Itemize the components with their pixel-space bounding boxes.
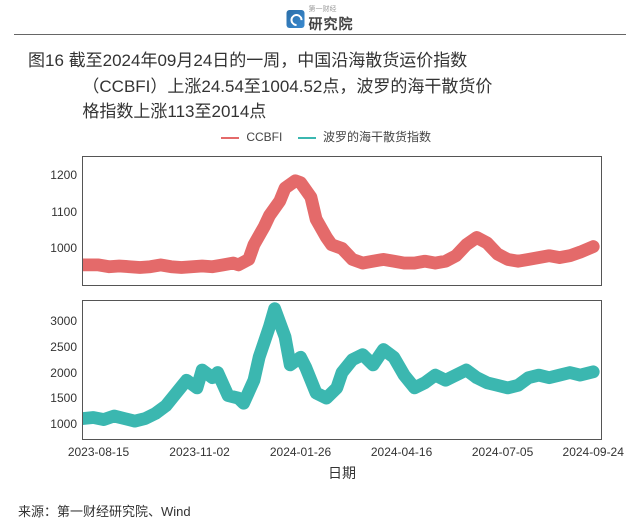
page-root: 第一财经 研究院 图16 截至2024年09月24日的一周，中国沿海散货运价指数…	[0, 0, 640, 526]
ytick: 1200	[50, 168, 77, 182]
ytick: 1100	[51, 205, 77, 219]
title-line-3: 格指数上涨113至2014点	[28, 99, 612, 125]
logo-text: 第一财经 研究院	[309, 4, 354, 34]
xtick: 2024-09-24	[563, 445, 624, 459]
bdi-line	[83, 301, 601, 439]
logo: 第一财经 研究院	[287, 4, 354, 34]
figure-title: 图16 截至2024年09月24日的一周，中国沿海散货运价指数 （CCBFI）上…	[28, 48, 612, 125]
legend-label-ccbfi: CCBFI	[246, 130, 282, 144]
logo-icon	[287, 10, 305, 28]
source-text: 来源：第一财经研究院、Wind	[18, 501, 191, 520]
x-axis-label: 日期	[328, 463, 356, 483]
ytick: 2000	[50, 366, 77, 380]
ccbfi-panel: 100011001200	[82, 156, 602, 286]
legend: CCBFI 波罗的海干散货指数	[0, 128, 640, 145]
ytick: 2500	[50, 340, 77, 354]
ccbfi-line	[83, 157, 601, 285]
logo-title: 研究院	[309, 14, 354, 34]
xtick: 2023-11-02	[169, 445, 230, 459]
bdi-panel: 100015002000250030002023-08-152023-11-02…	[82, 300, 602, 440]
logo-subtitle: 第一财经	[309, 4, 354, 14]
ytick: 1500	[50, 391, 77, 405]
ytick: 3000	[50, 314, 77, 328]
xtick: 2024-04-16	[371, 445, 432, 459]
legend-label-bdi: 波罗的海干散货指数	[323, 130, 431, 144]
legend-swatch-bdi	[298, 137, 316, 139]
title-line-1: 图16 截至2024年09月24日的一周，中国沿海散货运价指数	[28, 48, 612, 74]
xtick: 2023-08-15	[68, 445, 129, 459]
chart-area: 100011001200100015002000250030002023-08-…	[34, 148, 612, 478]
xtick: 2024-07-05	[472, 445, 533, 459]
legend-swatch-ccbfi	[221, 137, 239, 139]
ytick: 1000	[50, 417, 77, 431]
title-line-2: （CCBFI）上涨24.54至1004.52点，波罗的海干散货价	[28, 74, 612, 100]
divider	[14, 34, 626, 35]
ytick: 1000	[50, 241, 77, 255]
xtick: 2024-01-26	[270, 445, 331, 459]
